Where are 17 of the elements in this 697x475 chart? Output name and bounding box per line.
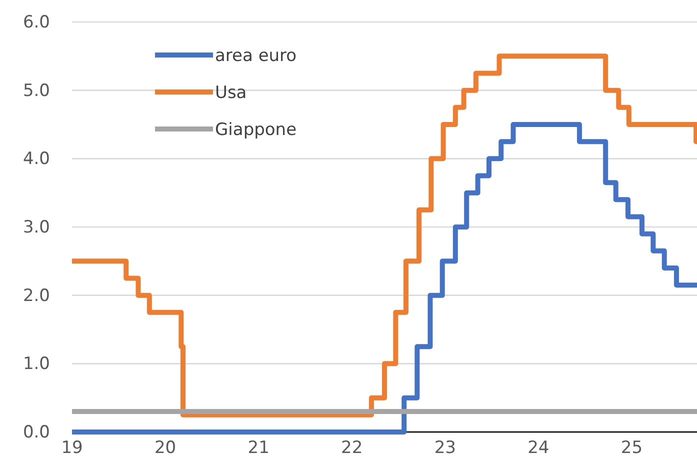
- x-tick-label: 21: [248, 438, 270, 458]
- legend-label: Usa: [215, 83, 247, 103]
- x-tick-label: 20: [154, 438, 176, 458]
- y-tick-label: 0.0: [22, 422, 50, 442]
- legend-label: area euro: [215, 46, 297, 66]
- y-tick-label: 1.0: [22, 354, 50, 374]
- y-tick-label: 6.0: [22, 12, 50, 32]
- x-tick-label: 24: [528, 438, 550, 458]
- y-tick-label: 4.0: [22, 149, 50, 170]
- y-tick-label: 3.0: [22, 217, 50, 238]
- x-tick-label: 25: [620, 438, 643, 458]
- x-tick-label: 19: [61, 438, 83, 458]
- y-tick-label: 5.0: [22, 80, 50, 101]
- y-tick-label: 2.0: [22, 286, 50, 306]
- x-tick-label: 22: [341, 438, 363, 458]
- legend-label: Giappone: [215, 120, 297, 140]
- x-tick-label: 23: [434, 438, 456, 458]
